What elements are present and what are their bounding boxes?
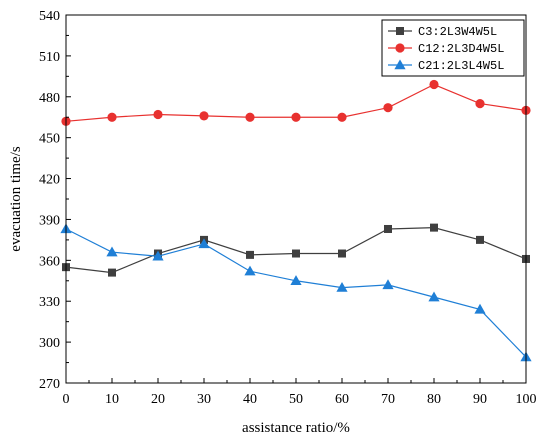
legend: C3:2L3W4W5L C12:2L3D4W5L C21:2L3L4W5L (381, 19, 525, 77)
data-point (384, 224, 392, 233)
data-point (290, 275, 302, 285)
y-tick-label: 330 (39, 295, 60, 310)
legend-swatch-marker (394, 59, 406, 70)
x-tick-label: 50 (289, 392, 303, 407)
data-point (107, 112, 117, 122)
data-point (245, 112, 255, 122)
legend-label: C3:2L3W4W5L (418, 25, 497, 39)
data-point (383, 103, 393, 113)
data-point (475, 98, 485, 109)
y-tick-label: 480 (39, 91, 60, 106)
y-tick-label: 270 (39, 377, 60, 392)
x-tick-label: 10 (105, 392, 119, 407)
data-point (153, 109, 163, 120)
series-layer (60, 79, 532, 362)
x-tick-label: 40 (243, 392, 257, 407)
legend-swatch-marker (395, 43, 405, 53)
data-point (336, 281, 348, 292)
series-line (65, 228, 527, 358)
data-point (291, 112, 301, 122)
legend-item: C12:2L3D4W5L (388, 42, 504, 56)
x-axis-title: assistance ratio/% (242, 420, 350, 436)
x-tick-label: 0 (63, 392, 70, 407)
series-1 (62, 223, 530, 277)
data-point (474, 303, 486, 314)
data-point (429, 79, 439, 90)
y-tick-label: 450 (39, 132, 60, 147)
x-tick-label: 70 (381, 392, 395, 407)
legend-item: C3:2L3W4W5L (388, 25, 497, 39)
ticks-layer: 0 10 20 30 40 50 60 70 80 90 100 270 300 330 360 390 420… (39, 9, 537, 407)
series-3 (60, 223, 532, 362)
y-tick-label: 540 (39, 9, 60, 24)
data-point (382, 279, 394, 290)
y-tick-label: 420 (39, 173, 60, 188)
data-point (108, 268, 116, 277)
data-point (338, 249, 346, 258)
y-tick-label: 390 (39, 213, 60, 228)
data-point (246, 250, 254, 259)
y-tick-label: 510 (39, 50, 60, 65)
data-point (244, 265, 256, 276)
y-axis-title: evacuation time/s (8, 146, 24, 252)
legend-swatch-marker (396, 27, 404, 35)
data-point (199, 111, 209, 121)
y-tick-label: 360 (39, 254, 60, 269)
data-point (337, 112, 347, 122)
data-point (292, 249, 300, 258)
data-point (428, 291, 440, 302)
legend-label: C12:2L3D4W5L (418, 42, 504, 56)
legend-item: C21:2L3L4W5L (388, 59, 504, 73)
legend-label: C21:2L3L4W5L (418, 59, 504, 73)
x-tick-label: 30 (197, 392, 211, 407)
data-point (476, 235, 484, 244)
data-point (430, 223, 438, 232)
data-point (106, 246, 118, 257)
x-tick-label: 90 (473, 392, 487, 407)
x-tick-label: 20 (151, 392, 165, 407)
x-tick-label: 60 (335, 392, 349, 407)
x-tick-label: 100 (516, 392, 537, 407)
x-tick-label: 80 (427, 392, 441, 407)
data-point (198, 238, 210, 249)
y-tick-label: 300 (39, 336, 60, 351)
series-2 (61, 79, 531, 126)
data-point (152, 250, 164, 261)
